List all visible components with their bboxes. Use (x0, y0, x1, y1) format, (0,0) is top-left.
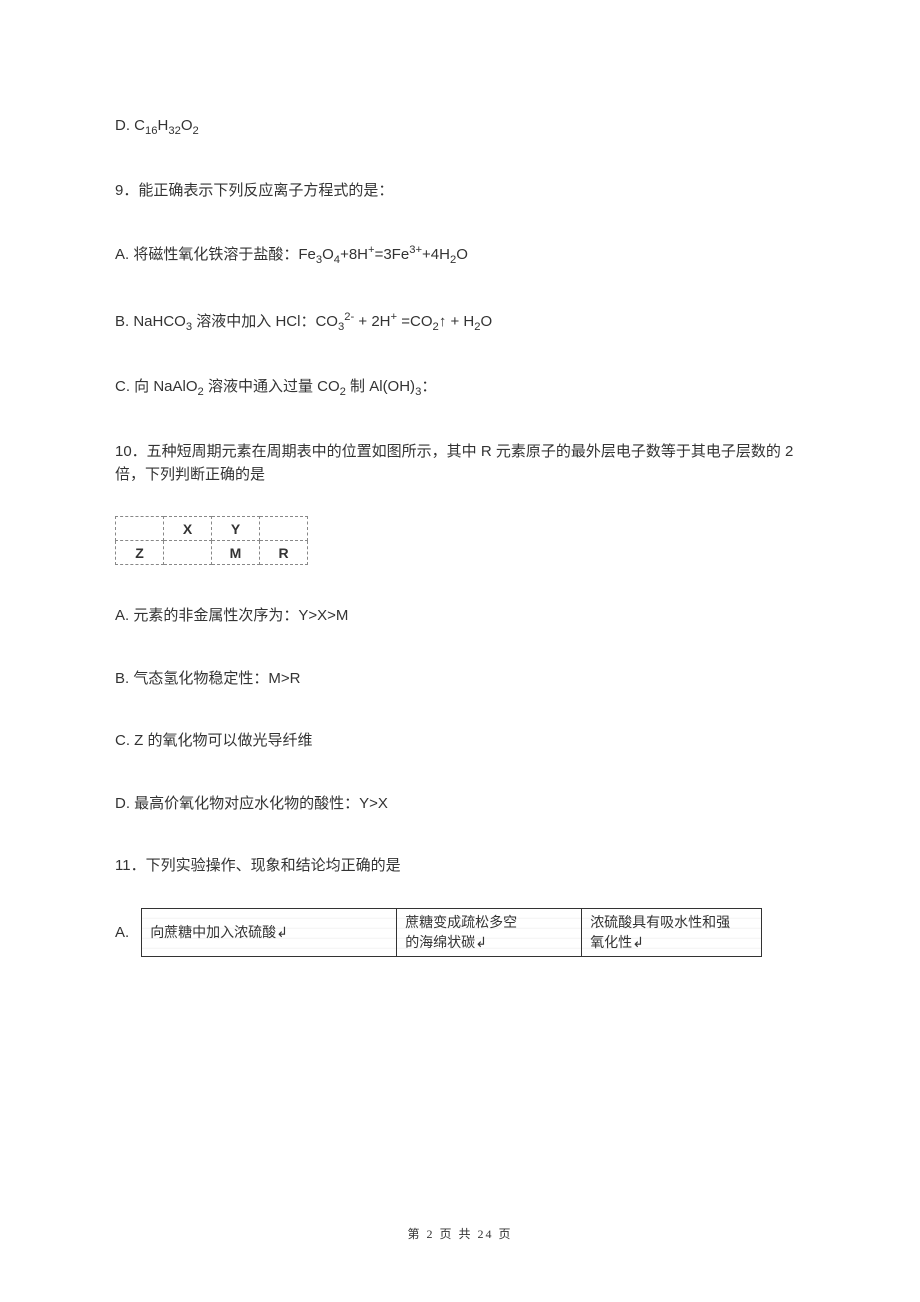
q11-row-a: A. 向蔗糖中加入浓硫酸↲ 蔗糖变成疏松多空的海绵状碳↲ 浓硫酸具有吸水性和强氧… (115, 908, 805, 957)
ptable-row: Z M R (116, 541, 308, 565)
ptable-cell (116, 517, 164, 541)
q11-cell-conclusion: 浓硫酸具有吸水性和强氧化性↲ (582, 908, 762, 956)
periodic-position-table: X Y Z M R (115, 516, 308, 565)
page-footer: 第 2 页 共 24 页 (0, 1225, 920, 1242)
ptable-row: X Y (116, 517, 308, 541)
ptable-cell: Z (116, 541, 164, 565)
q10-option-c: C. Z 的氧化物可以做光导纤维 (115, 730, 805, 753)
q11-row-label: A. (115, 924, 135, 941)
q9-option-a: A. 将磁性氧化铁溶于盐酸：Fe3O4+8H+=3Fe3++4H2O (115, 242, 805, 269)
q9-stem: 9．能正确表示下列反应离子方程式的是： (115, 180, 805, 203)
q11-cell-operation: 向蔗糖中加入浓硫酸↲ (142, 908, 397, 956)
q8-option-d: D. C16H32O2 (115, 115, 805, 140)
q9-option-b: B. NaHCO3 溶液中加入 HCl：CO32- + 2H+ =CO2↑ + … (115, 309, 805, 336)
q11-stem: 11．下列实验操作、现象和结论均正确的是 (115, 855, 805, 878)
q10-option-a: A. 元素的非金属性次序为：Y>X>M (115, 605, 805, 628)
ptable-cell: M (212, 541, 260, 565)
q10-option-d: D. 最高价氧化物对应水化物的酸性：Y>X (115, 793, 805, 816)
ptable-cell (260, 517, 308, 541)
ptable-cell: R (260, 541, 308, 565)
q11-cell-phenomenon: 蔗糖变成疏松多空的海绵状碳↲ (397, 908, 582, 956)
q9-option-c: C. 向 NaAlO2 溶液中通入过量 CO2 制 Al(OH)3： (115, 376, 805, 401)
ptable-cell: Y (212, 517, 260, 541)
q11-answer-table: 向蔗糖中加入浓硫酸↲ 蔗糖变成疏松多空的海绵状碳↲ 浓硫酸具有吸水性和强氧化性↲ (141, 908, 762, 957)
ptable-cell: X (164, 517, 212, 541)
q10-stem: 10．五种短周期元素在周期表中的位置如图所示，其中 R 元素原子的最外层电子数等… (115, 441, 805, 486)
q10-option-b: B. 气态氢化物稳定性：M>R (115, 668, 805, 691)
ptable-cell (164, 541, 212, 565)
table-row: 向蔗糖中加入浓硫酸↲ 蔗糖变成疏松多空的海绵状碳↲ 浓硫酸具有吸水性和强氧化性↲ (142, 908, 762, 956)
page-body: D. C16H32O2 9．能正确表示下列反应离子方程式的是： A. 将磁性氧化… (0, 0, 920, 957)
